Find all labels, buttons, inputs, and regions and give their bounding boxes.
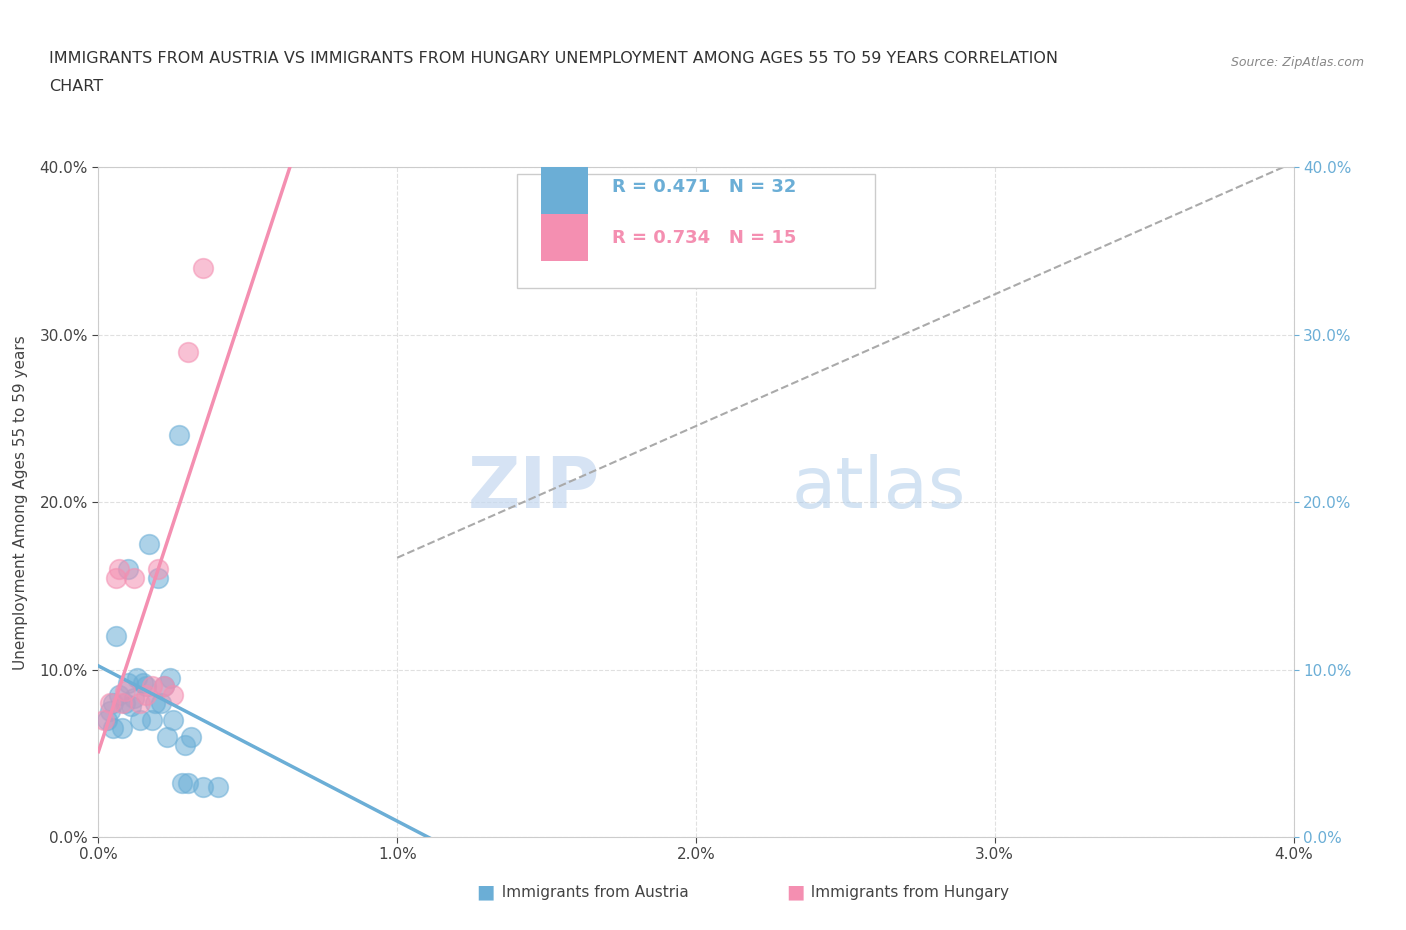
Text: Immigrants from Austria: Immigrants from Austria [492, 885, 689, 900]
Point [172, 776, 194, 790]
Text: R = 0.734   N = 15: R = 0.734 N = 15 [613, 229, 797, 246]
Point [159, 671, 181, 685]
Text: CHART: CHART [49, 79, 103, 94]
Point [96, 712, 118, 727]
Point [148, 562, 170, 577]
Point [120, 699, 142, 714]
Text: R = 0.471   N = 32: R = 0.471 N = 32 [613, 179, 797, 196]
Point [105, 629, 128, 644]
Point [167, 428, 190, 443]
Point [108, 687, 131, 702]
Point [148, 570, 170, 585]
Point [108, 562, 131, 577]
Point [117, 675, 139, 690]
Point [191, 779, 214, 794]
Point [129, 712, 152, 727]
FancyBboxPatch shape [540, 214, 588, 261]
Point [105, 570, 128, 585]
Point [111, 721, 134, 736]
Point [177, 776, 200, 790]
Point [174, 737, 197, 752]
Point [103, 696, 125, 711]
Text: ZIP: ZIP [468, 455, 600, 524]
Point [191, 260, 214, 275]
Point [177, 344, 200, 359]
Point [162, 712, 184, 727]
Text: ■: ■ [477, 883, 495, 901]
Point [141, 679, 163, 694]
Point [114, 684, 136, 698]
Point [114, 696, 136, 711]
Text: atlas: atlas [792, 455, 966, 524]
Text: Immigrants from Hungary: Immigrants from Hungary [801, 885, 1010, 900]
Point [207, 779, 229, 794]
FancyBboxPatch shape [517, 174, 875, 288]
Point [141, 712, 163, 727]
Point [129, 696, 152, 711]
Point [103, 721, 125, 736]
Point [98, 696, 122, 711]
Point [98, 704, 122, 719]
Point [153, 679, 176, 694]
Point [124, 691, 146, 706]
Point [117, 562, 139, 577]
Point [143, 696, 166, 711]
Point [135, 687, 157, 702]
Point [93, 712, 115, 727]
Text: ■: ■ [786, 883, 804, 901]
Point [156, 729, 179, 744]
Point [135, 679, 157, 694]
Point [111, 696, 134, 711]
Point [124, 570, 146, 585]
Point [162, 687, 184, 702]
Y-axis label: Unemployment Among Ages 55 to 59 years: Unemployment Among Ages 55 to 59 years [14, 335, 28, 670]
Point [153, 679, 176, 694]
Point [132, 675, 155, 690]
Point [150, 696, 173, 711]
Text: Source: ZipAtlas.com: Source: ZipAtlas.com [1230, 56, 1364, 69]
Point [138, 537, 160, 551]
Point [180, 729, 202, 744]
FancyBboxPatch shape [540, 167, 588, 214]
Text: IMMIGRANTS FROM AUSTRIA VS IMMIGRANTS FROM HUNGARY UNEMPLOYMENT AMONG AGES 55 TO: IMMIGRANTS FROM AUSTRIA VS IMMIGRANTS FR… [49, 51, 1059, 66]
Point [127, 671, 149, 685]
